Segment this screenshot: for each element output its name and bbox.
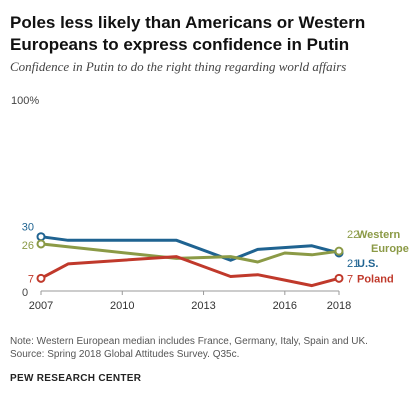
series-start-value-poland: 7 bbox=[28, 273, 34, 285]
x-tick-label-2007: 2007 bbox=[29, 300, 53, 312]
series-label-us: U.S. bbox=[357, 258, 378, 270]
x-tick-label-2018: 2018 bbox=[327, 300, 351, 312]
series-start-point-u-s- bbox=[36, 232, 46, 242]
series-end-point-poland bbox=[334, 273, 344, 283]
y-axis-top-label: 100% bbox=[11, 95, 39, 107]
series-start-value-western-europe: 26 bbox=[22, 240, 34, 252]
series-line-u-s- bbox=[39, 235, 341, 262]
chart-note: Note: Western European median includes F… bbox=[10, 335, 410, 361]
source-text: Source: Spring 2018 Global Attitudes Sur… bbox=[10, 349, 240, 360]
series-label-poland: Poland bbox=[357, 273, 394, 285]
note-text: Note: Western European median includes F… bbox=[10, 336, 368, 347]
series-end-point-western-europe bbox=[334, 246, 344, 256]
series-line-poland bbox=[39, 255, 341, 288]
series-start-value-u-s-: 30 bbox=[22, 222, 34, 234]
series-end-value-u-s-: 21 bbox=[347, 258, 359, 270]
y-axis-zero-label: 0 bbox=[22, 287, 28, 299]
chart-title-line-2: Europeans to express confidence in Putin bbox=[10, 35, 350, 54]
series-end-value-western-europe: 22 bbox=[347, 229, 359, 241]
series-end-value-poland: 7 bbox=[347, 273, 353, 285]
brand-label: PEW RESEARCH CENTER bbox=[10, 373, 142, 384]
chart-title: Poles less likely than Americans or West… bbox=[10, 12, 410, 56]
series-line-western-europe bbox=[39, 242, 341, 264]
x-tick-label-2016: 2016 bbox=[273, 300, 297, 312]
series-label-western-europe-line-2: Europe bbox=[371, 243, 409, 255]
series-label-western-europe-line-1: Western bbox=[357, 229, 400, 241]
x-tick-label-2010: 2010 bbox=[110, 300, 134, 312]
chart-title-line-1: Poles less likely than Americans or West… bbox=[10, 13, 366, 32]
series-start-point-western-europe bbox=[36, 239, 46, 249]
series-start-point-poland bbox=[36, 273, 46, 283]
chart-subtitle: Confidence in Putin to do the right thin… bbox=[10, 59, 347, 74]
x-tick-label-2013: 2013 bbox=[191, 300, 215, 312]
